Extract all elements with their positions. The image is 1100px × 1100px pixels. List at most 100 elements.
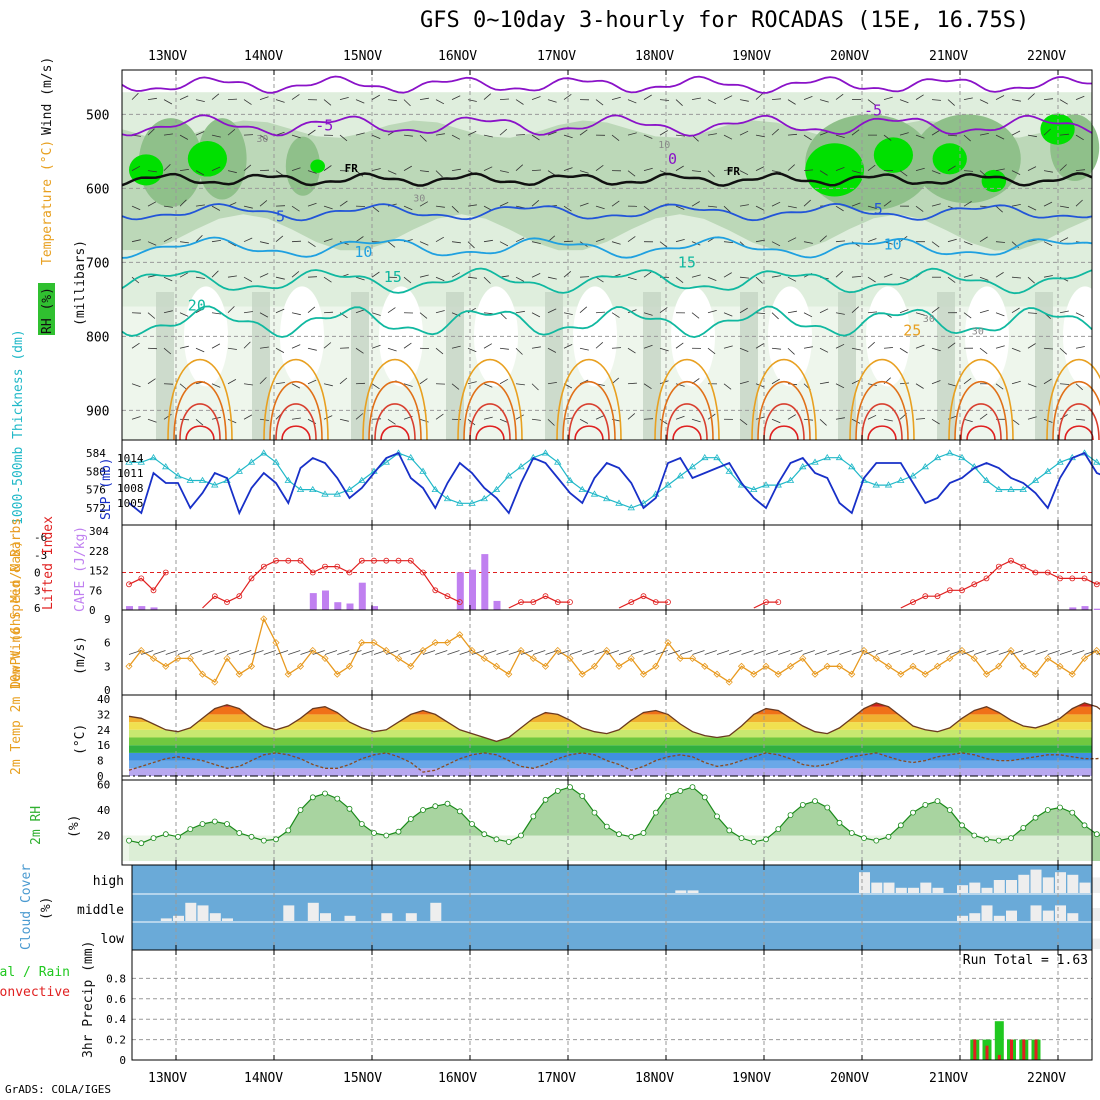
- cape-tick-label: 228: [89, 545, 109, 558]
- wind-barb-10m: [202, 650, 215, 655]
- wind-barb: [339, 200, 348, 207]
- isotherm-arch: [1058, 403, 1100, 441]
- wind-barb: [563, 134, 573, 139]
- wind-barb: [387, 170, 397, 175]
- isotherm-arch: [861, 403, 903, 441]
- wind-barb-10m: [986, 650, 999, 655]
- wind-barb: [195, 204, 205, 207]
- wind-barb: [915, 418, 926, 420]
- wind-barb: [1011, 380, 1021, 385]
- wind-barb-10m: [177, 650, 191, 655]
- wind-barb: [547, 308, 557, 314]
- rh-contour-label: 30: [413, 193, 425, 204]
- wind-barb: [131, 383, 141, 388]
- wind-speed-point: [970, 654, 978, 662]
- wind-barb: [467, 204, 477, 207]
- cloud-background: [132, 865, 1092, 950]
- isotherm-arch: [556, 359, 622, 441]
- cape-tick-label: 0: [89, 604, 96, 617]
- wind-barb: [531, 96, 541, 100]
- temperature-axis-label: Temperature (°C): [40, 140, 55, 265]
- lifted-index-point: [1008, 557, 1014, 564]
- wind-barb: [275, 99, 285, 103]
- wind-barb-10m: [226, 650, 240, 655]
- rh2m-point: [848, 830, 855, 836]
- thickness-point: [125, 458, 133, 465]
- wind-barb-10m: [141, 650, 154, 655]
- wind-barb: [403, 276, 412, 284]
- wind-barb: [627, 382, 638, 385]
- wind-speed-point: [443, 639, 452, 647]
- wind-barb-10m: [729, 650, 742, 655]
- wind-barb: [259, 241, 269, 245]
- wind-barb: [595, 164, 604, 171]
- rh2m-point: [126, 837, 132, 844]
- isotherm-label: 5: [276, 208, 285, 226]
- wind-barb: [515, 383, 525, 386]
- wind-barb-10m: [190, 650, 203, 655]
- thickness-point: [149, 453, 158, 461]
- isotherm-arch: [269, 381, 323, 441]
- lifted-index-point: [334, 563, 341, 570]
- wind-barb: [163, 413, 172, 420]
- rh2m-point: [652, 809, 659, 816]
- wind-barb: [307, 170, 317, 174]
- wind-barb: [851, 347, 861, 351]
- slp-axis-label: SLP (mb): [99, 457, 114, 520]
- thickness-point: [762, 481, 770, 488]
- wind-barb: [1043, 347, 1054, 350]
- rh2m-tick-label: 40: [97, 804, 110, 817]
- precip-tick-label: 0.4: [106, 1013, 126, 1026]
- wind-barb: [419, 378, 428, 385]
- wind-barb-10m: [692, 650, 705, 655]
- cape-bar: [456, 572, 464, 610]
- thickness-point: [309, 485, 317, 493]
- lifted-index-point: [995, 563, 1002, 570]
- wind-barb: [1059, 310, 1069, 314]
- wind-speed-point: [578, 670, 586, 678]
- wind-barb: [627, 236, 636, 243]
- wind-speed-point: [848, 670, 856, 678]
- wind-barb: [835, 134, 845, 138]
- wind-barb-10m: [239, 650, 252, 655]
- rh2m-point: [603, 823, 610, 830]
- temp-band: [129, 714, 1092, 723]
- wind-barb-10m: [361, 650, 374, 655]
- lifted-index-point: [395, 557, 402, 564]
- isotherm-label: 10: [884, 236, 902, 254]
- wind-barb: [947, 99, 955, 106]
- wind-speed-point: [1080, 654, 1089, 662]
- wind-barb: [883, 96, 893, 100]
- wind-barb: [259, 200, 268, 207]
- wind-barb: [851, 129, 860, 136]
- cape-bar: [358, 582, 366, 610]
- wind-barb: [531, 383, 539, 391]
- wind-barb: [739, 307, 748, 314]
- wind-barb: [883, 347, 894, 349]
- wind-barb: [1027, 343, 1036, 349]
- wind-barb: [179, 272, 189, 278]
- thickness-point: [872, 481, 880, 488]
- wind-barb: [771, 378, 780, 385]
- wind-barb: [771, 418, 781, 424]
- wind-barb: [915, 312, 925, 316]
- thickness-point: [982, 476, 991, 483]
- wind-barb-10m: [741, 650, 754, 655]
- lifted-index-point: [542, 593, 549, 600]
- rh2m-point: [616, 831, 622, 838]
- precip-convective-axis-label: Convective: [0, 985, 70, 1000]
- isotherm-arch: [666, 403, 708, 441]
- wind-barb: [675, 99, 683, 106]
- wind-barb: [243, 341, 251, 349]
- wind-speed-point: [370, 639, 378, 647]
- lines-layer: [121, 75, 1100, 1060]
- wind-barb: [323, 342, 332, 349]
- temp-tick-label: 8: [97, 755, 104, 768]
- wind-barb: [979, 170, 987, 177]
- wind-barb: [307, 202, 317, 207]
- wind-barb: [355, 236, 364, 243]
- thickness-point: [958, 453, 966, 461]
- wind-speed-point: [627, 654, 635, 662]
- wind-barb: [531, 199, 540, 207]
- wind-barb: [515, 347, 523, 355]
